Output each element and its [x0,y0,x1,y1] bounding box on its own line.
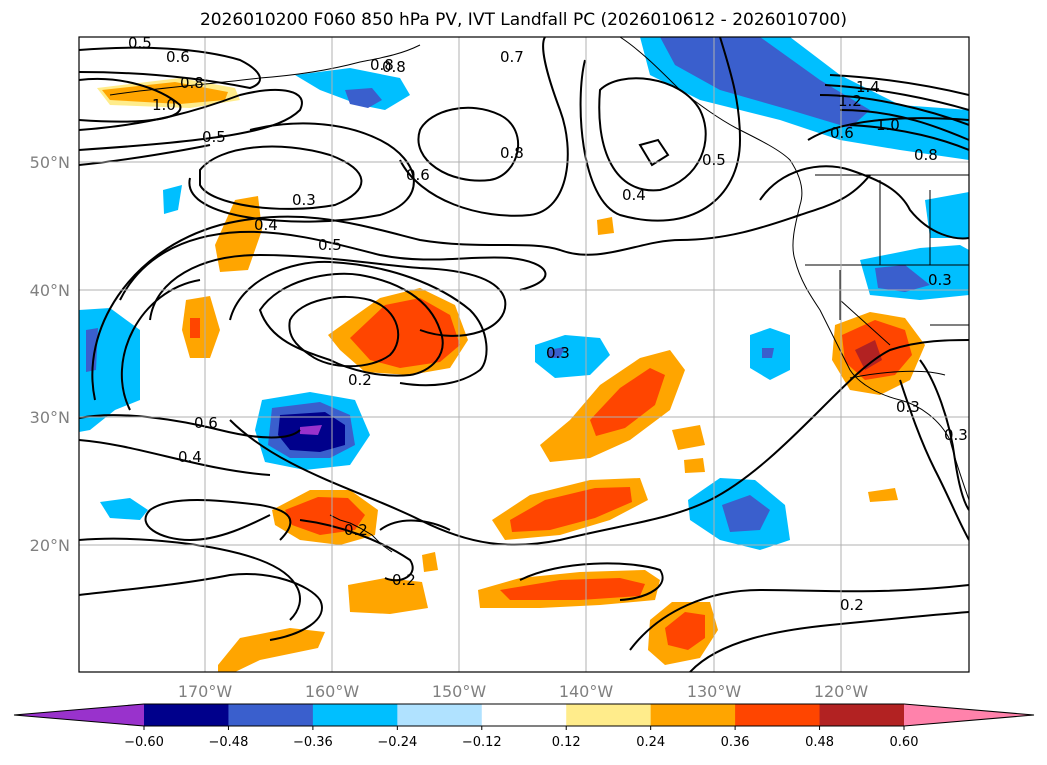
contour-label: 0.8 [382,58,406,76]
lon-label: 130°W [687,682,742,701]
lat-label: 40°N [30,281,70,300]
contour-label: 0.2 [344,521,368,539]
lon-label: 140°W [559,682,614,701]
colorbar-segment [481,704,567,726]
colorbar-extend-high [904,704,1034,726]
contour-label: 0.8 [500,144,524,162]
colorbar-segment [228,704,314,726]
graticule [79,37,969,672]
colorbar-segment [312,704,398,726]
contour-label: 1.4 [856,78,880,96]
map-frame [78,36,970,673]
lat-label: 30°N [30,408,70,427]
contour-label: 0.5 [128,34,152,52]
contour-label: 0.3 [292,191,316,209]
contour-label: 0.8 [180,74,204,92]
contour-label: 0.6 [830,124,854,142]
contour-label: 0.4 [178,448,202,466]
latitude-labels: 50°N 40°N 30°N 20°N [30,153,70,555]
contour-label: 0.3 [928,271,952,289]
contour-label: 0.4 [254,216,278,234]
colorbar-tick-label: 0.60 [890,735,919,750]
coastlines [109,37,969,553]
contour-label: 0.2 [348,371,372,389]
colorbar-segment [819,704,905,726]
contour-label: 0.2 [840,596,864,614]
longitude-labels: 170°W 160°W 150°W 140°W 130°W 120°W [178,682,869,701]
contour-label: 0.7 [500,48,524,66]
lon-label: 120°W [814,682,869,701]
colorbar-tick-label: 0.24 [636,735,665,750]
lat-label: 20°N [30,536,70,555]
colorbar: −0.60 −0.48 −0.36 −0.24 −0.12 0.12 0.24 0.36 0.4… [13,703,1035,750]
colorbar-segment [566,704,652,726]
lat-label: 50°N [30,153,70,172]
colorbar-tick-label: −0.12 [462,735,502,750]
lon-label: 170°W [178,682,233,701]
contour-label: 0.5 [318,236,342,254]
contour-label: 0.3 [944,426,968,444]
lon-label: 160°W [305,682,360,701]
contour-label: 0.5 [202,128,226,146]
contour-label: 0.6 [166,48,190,66]
contour-label: 0.8 [914,146,938,164]
map-title: 2026010200 F060 850 hPa PV, IVT Landfall… [199,10,847,30]
colorbar-tick-label: 0.48 [805,735,834,750]
colorbar-tick-label: −0.36 [293,735,333,750]
contour-label: 0.6 [406,166,430,184]
colorbar-segment [650,704,736,726]
contour-label: 0.5 [702,151,726,169]
contour-label: 1.2 [838,92,862,110]
colorbar-extend-low [14,704,144,726]
contour-label: 0.3 [896,398,920,416]
colorbar-tick-label: 0.36 [721,735,750,750]
contour-label: 0.8 [370,56,394,74]
contour-label: 0.3 [546,344,570,362]
lon-label: 150°W [432,682,487,701]
contour-label: 0.4 [622,186,646,204]
colorbar-tick-label: −0.48 [209,735,249,750]
contour-label: 1.0 [152,96,176,114]
colorbar-segment [144,704,229,726]
contour-labels: 0.5 0.6 0.8 0.8 1.0 0.5 0.3 0.4 0.5 0.6 … [128,34,968,614]
colorbar-tick-label: −0.24 [377,735,417,750]
colorbar-tick-label: 0.12 [552,735,581,750]
colorbar-tick-label: −0.60 [124,735,164,750]
contour-label: 0.2 [392,571,416,589]
contour-label: 0.6 [194,414,218,432]
colorbar-segment [397,704,483,726]
contour-label: 1.0 [876,116,900,134]
colorbar-segment [735,704,821,726]
